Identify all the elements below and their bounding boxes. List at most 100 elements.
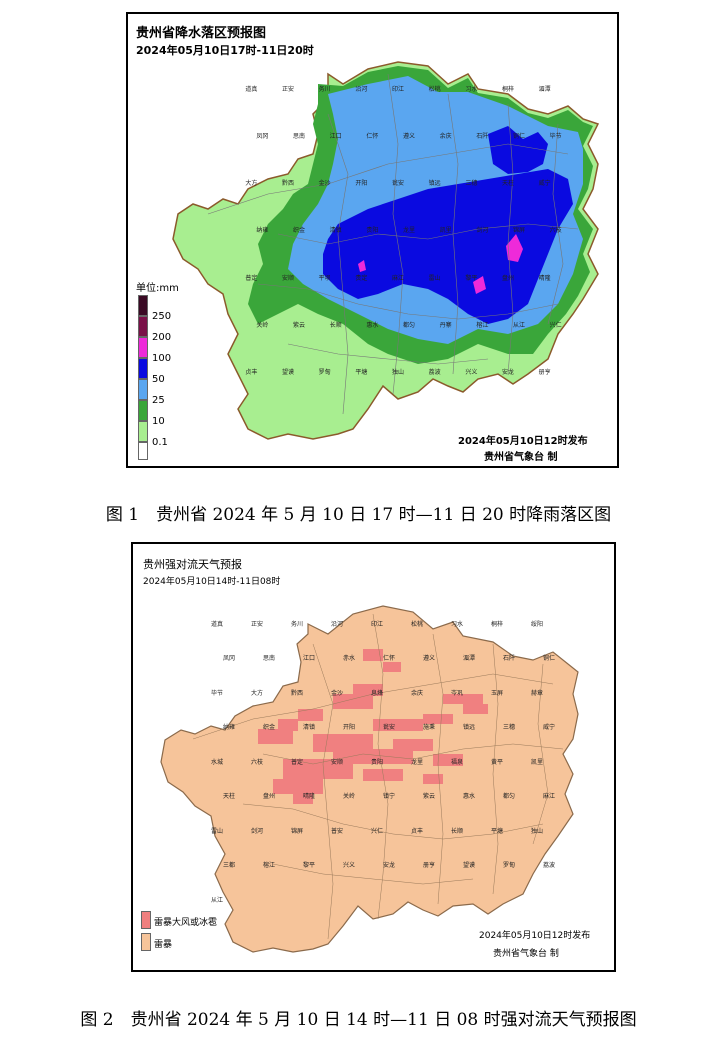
- map1-subtitle: 2024年05月10日17时-11日20时: [136, 44, 314, 57]
- county-label: 晴隆: [303, 793, 316, 801]
- county-label: 湄潭: [463, 655, 476, 663]
- county-label: 镇宁: [383, 793, 396, 801]
- county-label: 锦屏: [513, 227, 526, 235]
- legend-swatch-10: [138, 400, 148, 421]
- rain-100mm-area-south: [473, 276, 486, 294]
- county-label: 铜仁: [513, 133, 526, 141]
- legend-label-10: 10: [152, 416, 165, 427]
- county-label: 平塘: [355, 368, 368, 376]
- county-label: 桐梓: [491, 621, 504, 628]
- county-label: 荔波: [543, 862, 556, 870]
- county-label: 铜仁: [543, 655, 556, 663]
- county-label: 龙里: [411, 758, 424, 766]
- county-label: 江口: [329, 133, 342, 141]
- county-label: 清镇: [303, 724, 316, 732]
- county-label: 盘州: [502, 274, 515, 282]
- county-label: 贵阳: [366, 227, 379, 235]
- county-label: 兴义: [465, 368, 478, 376]
- county-label: 望谟: [282, 368, 295, 376]
- map2-title: 贵州强对流天气预报: [143, 558, 242, 571]
- county-label: 金沙: [318, 180, 331, 188]
- county-label: 都匀: [403, 321, 416, 329]
- county-label: 瓮安: [383, 724, 396, 732]
- county-label: 道真: [211, 621, 224, 628]
- county-label: 麻江: [392, 274, 405, 282]
- county-label: 独山: [531, 827, 544, 835]
- county-label: 大方: [251, 689, 264, 697]
- legend-swatch-250: [138, 295, 148, 316]
- county-label: 镇远: [463, 724, 476, 732]
- rain-100mm-area-west: [358, 260, 366, 272]
- county-label: 紫云: [423, 793, 436, 801]
- county-label: 盘州: [263, 793, 276, 801]
- county-label: 六枝: [251, 758, 264, 766]
- rainfall-map-graphic: [172, 61, 600, 440]
- county-label: 务川: [318, 86, 331, 93]
- county-label: 三都: [223, 862, 236, 870]
- county-label: 沿河: [331, 621, 344, 628]
- county-label: 松桃: [411, 621, 424, 628]
- legend-label-thunderstorm: 雷暴: [154, 940, 173, 950]
- county-label: 安顺: [331, 758, 344, 766]
- county-label: 习水: [465, 86, 478, 93]
- county-label: 荔波: [428, 368, 441, 376]
- rain-100mm-area-east: [506, 234, 523, 262]
- rain-50mm-area-north: [488, 126, 548, 174]
- legend-unit: 单位:mm: [136, 283, 179, 294]
- county-boundaries: [207, 73, 579, 415]
- county-label: 贵阳: [371, 758, 384, 766]
- county-label: 纳雍: [256, 227, 269, 235]
- county-label: 余庆: [411, 689, 424, 697]
- county-label: 思南: [293, 133, 306, 141]
- county-label: 望谟: [463, 862, 476, 870]
- county-label: 福泉: [451, 758, 464, 766]
- county-label: 三穗: [465, 180, 478, 188]
- county-label: 务川: [291, 621, 304, 628]
- legend-swatch-50: [138, 358, 148, 379]
- county-label: 黎平: [303, 862, 316, 870]
- county-label: 关岭: [256, 321, 269, 329]
- county-label: 息烽: [371, 689, 384, 697]
- county-label: 纳雍: [223, 724, 236, 732]
- county-label: 剑河: [251, 827, 264, 835]
- county-label: 罗甸: [318, 368, 331, 376]
- county-label: 石阡: [476, 133, 489, 141]
- figure-1-caption: 图 1 贵州省 2024 年 5 月 10 日 17 时—11 日 20 时降雨…: [105, 505, 612, 525]
- county-label: 晴隆: [538, 274, 551, 282]
- county-label: 施秉: [423, 724, 436, 732]
- county-label: 雷山: [211, 827, 224, 835]
- map1-issued: 2024年05月10日12时发布: [458, 436, 588, 447]
- county-label: 普定: [291, 758, 304, 766]
- map2-issued: 2024年05月10日12时发布: [479, 931, 591, 941]
- county-label: 普定: [245, 274, 258, 282]
- county-label: 金沙: [331, 689, 344, 697]
- county-label: 凯里: [439, 227, 452, 235]
- county-label: 威宁: [538, 180, 551, 188]
- county-label: 惠水: [366, 321, 379, 329]
- county-label: 仁怀: [366, 133, 379, 141]
- county-label: 水城: [211, 758, 224, 766]
- county-label: 罗甸: [503, 862, 516, 870]
- map1-title: 贵州省降水落区预报图: [136, 26, 267, 41]
- county-label: 仁怀: [383, 655, 396, 663]
- county-label: 从江: [513, 321, 526, 329]
- county-label: 绥阳: [531, 621, 544, 628]
- county-label: 遵义: [403, 133, 416, 141]
- county-label: 正安: [282, 86, 295, 93]
- county-label: 兴仁: [549, 321, 562, 329]
- legend-swatch-200: [138, 316, 148, 337]
- county-label: 关岭: [343, 793, 356, 801]
- county-label: 黎平: [465, 274, 478, 282]
- county-label: 大方: [245, 180, 258, 188]
- legend-label-250: 250: [152, 311, 172, 322]
- rainfall-forecast-map: 贵州省降水落区预报图 2024年05月10日17时-11日20时 单位:mm 2…: [126, 12, 619, 468]
- county-label: 黄平: [491, 758, 504, 766]
- county-label: 龙里: [403, 227, 416, 235]
- county-label: 平塘: [491, 827, 504, 835]
- county-label: 印江: [371, 621, 384, 628]
- county-label: 毕节: [211, 689, 224, 697]
- county-label: 安龙: [502, 368, 515, 376]
- county-label: 册亨: [423, 862, 436, 870]
- county-label: 桐梓: [502, 86, 515, 93]
- county-label: 松桃: [428, 86, 441, 93]
